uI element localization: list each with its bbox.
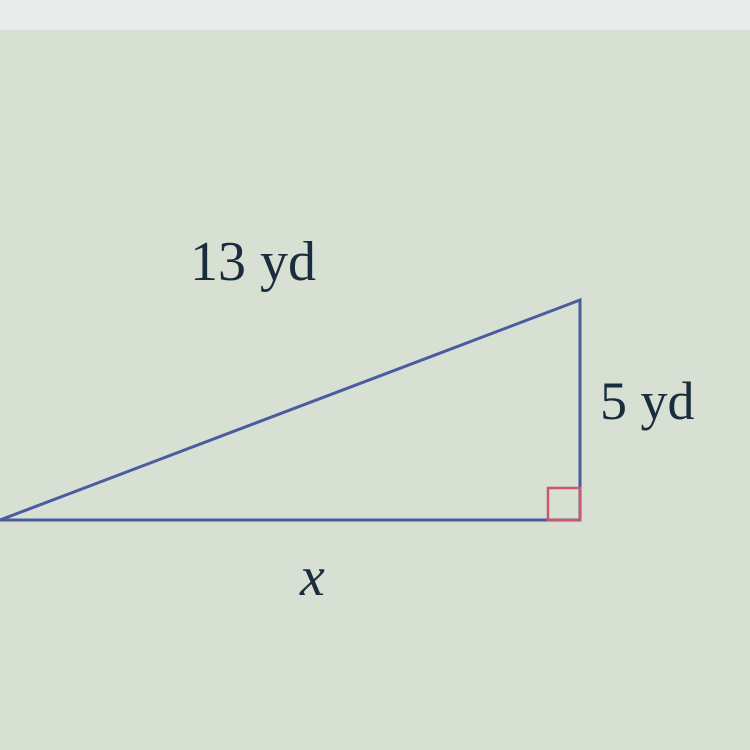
right-angle-marker xyxy=(548,488,580,520)
vertical-leg-label: 5 yd xyxy=(600,370,695,432)
base-leg-label: x xyxy=(300,545,325,609)
triangle-diagram: 13 yd 5 yd x xyxy=(0,0,750,750)
hypotenuse-label: 13 yd xyxy=(190,230,316,294)
triangle-shape xyxy=(0,300,580,520)
